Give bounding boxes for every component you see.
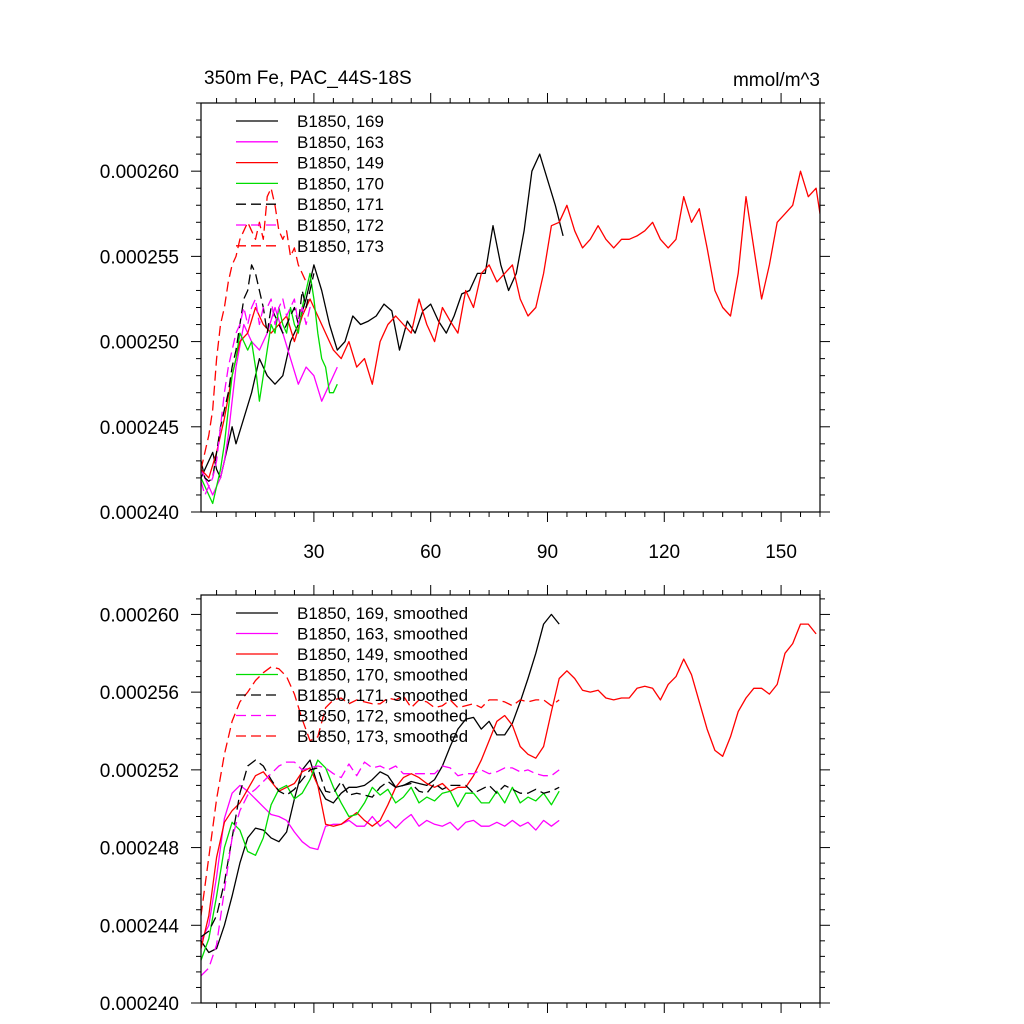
plot-area-1: 0.000240 0.000244 0.000248 0.000252 0.000256… [100, 585, 830, 1015]
legend-entry: B1850, 170, smoothed [297, 666, 468, 685]
legend-entry: B1850, 169, smoothed [297, 604, 468, 623]
y-tick-label: 0.000260 [100, 605, 179, 626]
series-line-6 [201, 187, 307, 470]
series-line-4 [201, 759, 560, 938]
y-tick-label: 0.000252 [100, 761, 179, 782]
series-line-2 [201, 623, 817, 949]
x-tick-label: 30 [303, 542, 324, 563]
series-group [201, 153, 820, 505]
y-tick-label: 0.000245 [100, 418, 179, 439]
legend-entry: B1850, 149 [297, 154, 384, 173]
series-line-0 [201, 613, 560, 954]
top-title: 350m Fe, PAC_44S-18S [204, 68, 412, 89]
series-line-6 [201, 666, 560, 916]
y-tick-label: 0.000240 [100, 994, 179, 1015]
legend-entry: B1850, 173 [297, 237, 384, 256]
y-axis: 0.000240 0.000245 0.000250 0.000255 0.000260 [100, 102, 830, 524]
x-tick-label: 60 [420, 542, 441, 563]
series-line-3 [201, 272, 338, 505]
plot-area-0: 30 60 90 120 1500.0002400.0002450.0002500.00… [100, 93, 830, 563]
legend-entry: B1850, 163, smoothed [297, 625, 468, 644]
y-tick-label: 0.000250 [100, 333, 179, 354]
series-line-0 [201, 153, 564, 479]
top-units: mmol/m^3 [733, 70, 820, 91]
y-tick-label: 0.000260 [100, 162, 179, 183]
y-tick-label: 0.000256 [100, 683, 179, 704]
x-tick-label: 120 [648, 542, 680, 563]
y-tick-label: 0.000240 [100, 503, 179, 524]
bottom-panel: 0.000240 0.000244 0.000248 0.000252 0.000256… [100, 585, 830, 1015]
legend-entry: B1850, 170 [297, 174, 384, 193]
series-line-3 [201, 759, 560, 961]
x-tick-label: 150 [765, 542, 797, 563]
series-line-5 [201, 761, 560, 977]
y-tick-label: 0.000248 [100, 839, 179, 860]
plot-frame [200, 594, 821, 1004]
legend-entry: B1850, 149, smoothed [297, 645, 468, 664]
legend-entry: B1850, 163 [297, 133, 384, 152]
series-group [201, 613, 817, 977]
x-axis [216, 585, 821, 1013]
series-line-5 [201, 298, 314, 496]
series-line-1 [201, 784, 560, 942]
legend-entry: B1850, 172, smoothed [297, 707, 468, 726]
x-axis: 30 60 90 120 150 [216, 93, 821, 563]
y-tick-label: 0.000244 [100, 916, 180, 937]
x-tick-label: 90 [537, 542, 558, 563]
y-axis: 0.000240 0.000244 0.000248 0.000252 0.000256… [100, 598, 830, 1015]
legend: B1850, 169, smoothed B1850, 163, smoothed… [236, 604, 468, 746]
series-line-2 [201, 170, 820, 479]
legend-entry: B1850, 169 [297, 112, 384, 131]
legend-entry: B1850, 171, smoothed [297, 686, 468, 705]
legend-entry: B1850, 172 [297, 216, 384, 235]
top-panel: 350m Fe, PAC_44S-18S mmol/m^3 30 60 90 120 1… [100, 68, 830, 563]
legend-entry: B1850, 173, smoothed [297, 727, 468, 746]
y-tick-label: 0.000255 [100, 247, 179, 268]
legend-entry: B1850, 171 [297, 195, 384, 214]
